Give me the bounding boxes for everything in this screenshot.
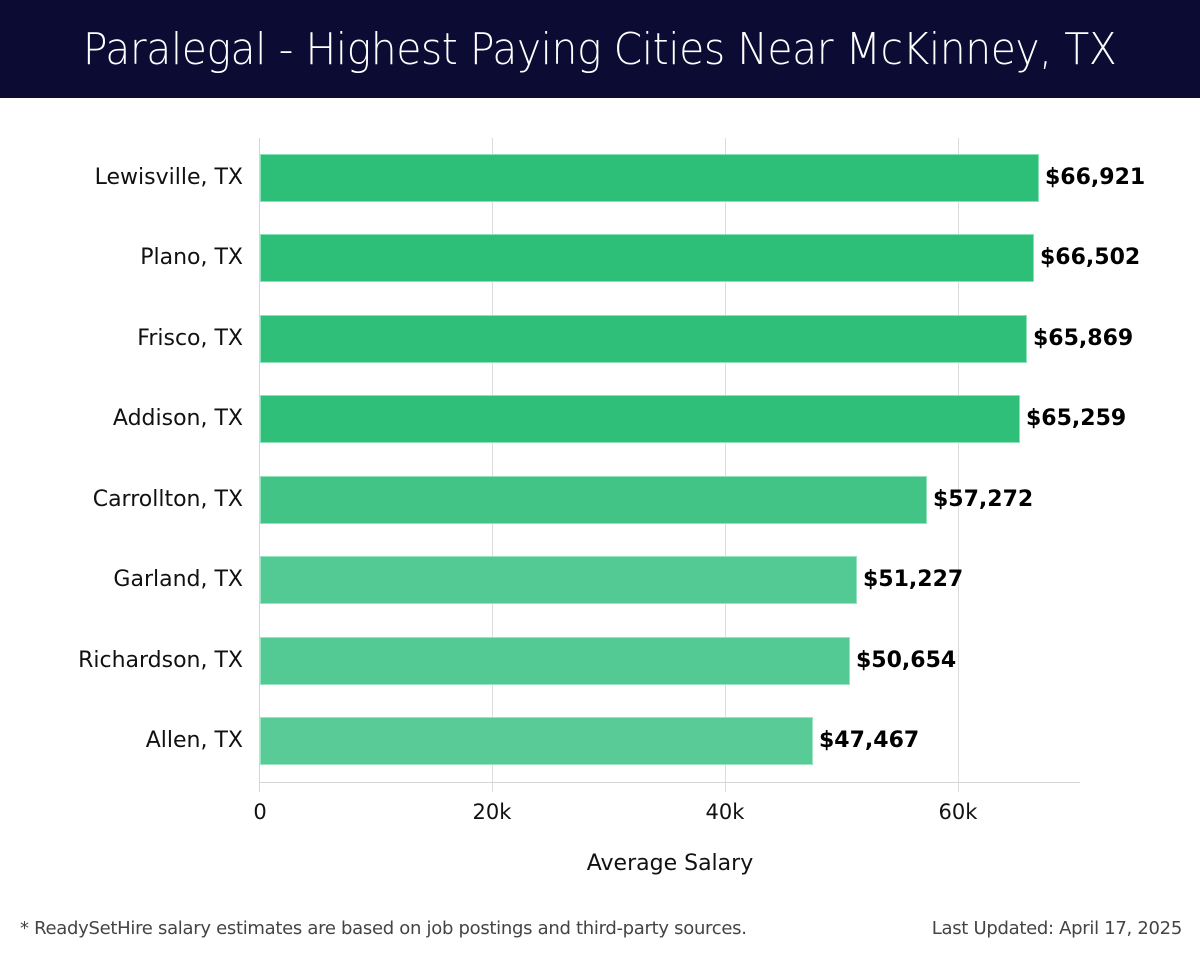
value-label: $66,502 [1040,245,1141,270]
x-tick-label: 0 [253,800,267,824]
last-updated: Last Updated: April 17, 2025 [931,918,1183,939]
bar [260,637,850,685]
y-axis-line [259,138,260,792]
gridline-60k [958,138,959,792]
bar [260,234,1034,282]
category-label: Carrollton, TX [92,487,243,512]
gridline-40k [725,138,726,792]
chart-header: Paralegal - Highest Paying Cities Near M… [0,0,1200,98]
x-axis-line [260,782,1080,783]
category-label: Garland, TX [113,567,243,592]
bar [260,476,927,524]
category-label: Richardson, TX [78,648,243,673]
bar [260,154,1039,202]
bar-row: Plano, TX $66,502 [0,234,1200,282]
value-label: $47,467 [819,728,920,753]
footnote: * ReadySetHire salary estimates are base… [20,918,747,939]
category-label: Addison, TX [112,406,243,431]
bar-row: Frisco, TX $65,869 [0,315,1200,363]
value-label: $57,272 [933,487,1034,512]
value-label: $51,227 [863,567,964,592]
value-label: $65,869 [1033,326,1134,351]
x-tick-label: 60k [938,800,978,824]
x-tick-label: 20k [472,800,512,824]
bar [260,395,1020,443]
chart-title: Paralegal - Highest Paying Cities Near M… [83,23,1117,75]
bar-row: Allen, TX $47,467 [0,717,1200,765]
x-tick-label: 40k [705,800,745,824]
bar-row: Lewisville, TX $66,921 [0,154,1200,202]
bar-row: Carrollton, TX $57,272 [0,476,1200,524]
bar-row: Richardson, TX $50,654 [0,637,1200,685]
category-label: Allen, TX [145,728,243,753]
category-label: Lewisville, TX [94,165,243,190]
value-label: $50,654 [856,648,957,673]
value-label: $65,259 [1026,406,1127,431]
x-axis-title: Average Salary [586,851,754,876]
bar [260,556,857,604]
bar [260,315,1027,363]
bar-row: Garland, TX $51,227 [0,556,1200,604]
bar-row: Addison, TX $65,259 [0,395,1200,443]
gridline-20k [492,138,493,792]
bar [260,717,813,765]
category-label: Plano, TX [140,245,243,270]
category-label: Frisco, TX [137,326,243,351]
value-label: $66,921 [1045,165,1146,190]
